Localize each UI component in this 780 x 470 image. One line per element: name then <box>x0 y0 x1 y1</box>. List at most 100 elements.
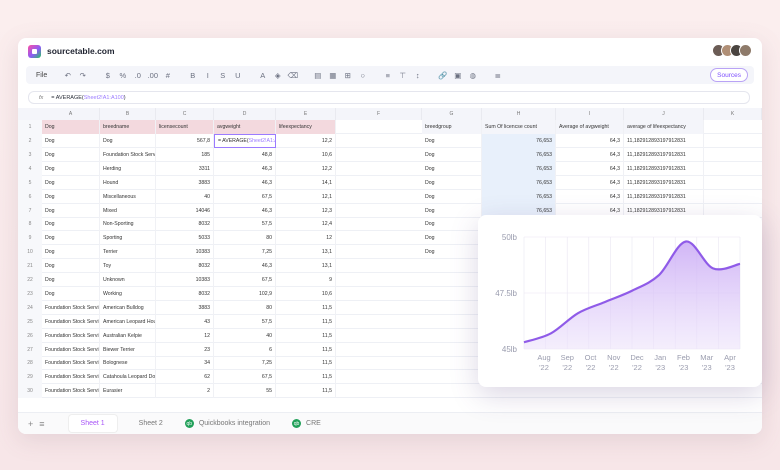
cell[interactable]: Dog <box>42 273 100 287</box>
cell[interactable]: 11,5 <box>276 300 336 315</box>
pivot-cell[interactable]: Dog <box>422 134 482 148</box>
cell[interactable]: 12,2 <box>276 134 336 148</box>
link-icon[interactable]: 🔗 <box>438 70 448 80</box>
pivot-cell[interactable]: 76,653 <box>482 147 556 162</box>
cell[interactable]: Dog <box>42 175 100 190</box>
percent-icon[interactable]: % <box>119 70 127 80</box>
pivot-cell[interactable]: 64,3 <box>556 175 624 190</box>
header-cell[interactable]: breedname <box>100 120 156 134</box>
cell[interactable]: 11,5 <box>276 384 336 399</box>
sources-button[interactable]: Sources <box>710 68 748 82</box>
row-number[interactable]: 6 <box>18 189 42 204</box>
cell[interactable]: 8032 <box>156 259 214 274</box>
cell[interactable]: 67,5 <box>214 273 276 287</box>
pivot-cell[interactable]: Dog <box>422 203 482 218</box>
fill-color-icon[interactable]: ◈ <box>274 70 281 80</box>
undo-icon[interactable]: ↶ <box>64 70 71 80</box>
collaborator-avatars[interactable] <box>712 44 752 57</box>
pivot-cell[interactable]: 76,653 <box>482 161 556 176</box>
cell[interactable]: Dog <box>42 161 100 176</box>
cell[interactable]: 48,8 <box>214 147 276 162</box>
cell[interactable]: 40 <box>214 328 276 343</box>
cell[interactable]: 12,3 <box>276 203 336 218</box>
row-number[interactable]: 22 <box>18 273 42 287</box>
pivot-cell[interactable]: Dog <box>422 175 482 190</box>
font-color-icon[interactable]: A <box>260 70 266 80</box>
cell[interactable]: 46,3 <box>214 259 276 274</box>
column-header[interactable]: K <box>704 108 762 120</box>
cell[interactable]: Dog <box>42 147 100 162</box>
cell[interactable]: 11,5 <box>276 342 336 357</box>
pivot-header-cell[interactable]: average of lifeexpectancy <box>624 120 704 134</box>
text-height-icon[interactable]: ↕ <box>415 70 420 80</box>
table-icon[interactable]: ▤ <box>314 70 322 80</box>
cell[interactable]: Australian Kelpie <box>100 328 156 343</box>
cell[interactable]: 67,5 <box>214 189 276 204</box>
pivot-cell[interactable]: Dog <box>422 189 482 204</box>
pivot-cell[interactable]: 64,3 <box>556 161 624 176</box>
cell[interactable]: 57,5 <box>214 217 276 232</box>
cell[interactable]: 8032 <box>156 286 214 301</box>
underline-icon[interactable]: U <box>235 70 241 80</box>
cell[interactable]: Sporting <box>100 231 156 246</box>
chart-icon[interactable]: ◍ <box>469 70 477 80</box>
cell[interactable]: 185 <box>156 147 214 162</box>
cell[interactable]: 3311 <box>156 161 214 176</box>
cell[interactable]: Foundation Stock Servi <box>42 384 100 399</box>
pivot-header-cell[interactable]: breedgroup <box>422 120 482 134</box>
bold-icon[interactable]: B <box>190 70 196 80</box>
cell[interactable]: Terrier <box>100 245 156 260</box>
row-number[interactable]: 28 <box>18 356 42 371</box>
pivot-cell[interactable]: Dog <box>422 147 482 162</box>
row-number[interactable]: 25 <box>18 314 42 329</box>
decimal-decrease-icon[interactable]: .0 <box>134 70 141 80</box>
cell[interactable]: Catahoula Leopard Dog <box>100 370 156 385</box>
cell[interactable]: Eurasier <box>100 384 156 399</box>
grid-icon[interactable]: ▦ <box>329 70 337 80</box>
row-number[interactable]: 30 <box>18 384 42 399</box>
cell[interactable]: Dog <box>42 189 100 204</box>
cell[interactable]: 34 <box>156 356 214 371</box>
pivot-cell[interactable]: 11,18291289319791283​1 <box>624 189 704 204</box>
header-cell[interactable]: Dog <box>42 120 100 134</box>
cell[interactable]: 46,3 <box>214 161 276 176</box>
cell[interactable]: 55 <box>214 384 276 399</box>
cell[interactable]: 11,5 <box>276 370 336 385</box>
cell[interactable]: Foundation Stock Servi <box>100 147 156 162</box>
pivot-cell[interactable]: Dog <box>422 231 482 246</box>
vertical-align-icon[interactable]: ⊤ <box>399 70 407 80</box>
row-number[interactable]: 26 <box>18 328 42 343</box>
cell[interactable]: 10,6 <box>276 286 336 301</box>
cell[interactable]: 8032 <box>156 217 214 232</box>
chart-card[interactable]: 50lb 47.5lb 45lb Aug '22 Sep '22 Oct '22 Nov '22 De… <box>478 215 762 387</box>
cell[interactable]: Toy <box>100 259 156 274</box>
cell[interactable]: 10383 <box>156 245 214 260</box>
cell[interactable]: Dog <box>100 134 156 148</box>
merge-icon[interactable]: ⊞ <box>344 70 351 80</box>
column-header[interactable]: C <box>156 108 214 120</box>
circle-icon[interactable]: ○ <box>360 70 366 80</box>
file-menu[interactable]: File <box>36 71 48 79</box>
row-number[interactable]: 1 <box>18 120 42 134</box>
cell[interactable]: 3883 <box>156 175 214 190</box>
cell[interactable]: Non-Sporting <box>100 217 156 232</box>
cell[interactable]: Working <box>100 286 156 301</box>
row-number[interactable]: 23 <box>18 286 42 301</box>
pivot-cell[interactable]: 76,653 <box>482 134 556 148</box>
italic-icon[interactable]: I <box>206 70 209 80</box>
sheet-list-icon[interactable]: ≡ <box>39 418 45 429</box>
cell[interactable]: Herding <box>100 161 156 176</box>
pivot-cell[interactable]: 76,653 <box>482 203 556 218</box>
column-header[interactable]: D <box>214 108 276 120</box>
cell[interactable]: 46,3 <box>214 175 276 190</box>
cell[interactable]: 67,5 <box>214 370 276 385</box>
header-cell[interactable]: lifeexpectancy <box>276 120 336 134</box>
cell[interactable]: 13,1 <box>276 259 336 274</box>
row-number[interactable]: 21 <box>18 259 42 274</box>
cell[interactable]: Dog <box>42 134 100 148</box>
cell[interactable]: Dog <box>42 245 100 260</box>
cell[interactable]: 23 <box>156 342 214 357</box>
cell[interactable]: 40 <box>156 189 214 204</box>
row-number[interactable]: 4 <box>18 161 42 176</box>
cell[interactable]: 57,5 <box>214 314 276 329</box>
